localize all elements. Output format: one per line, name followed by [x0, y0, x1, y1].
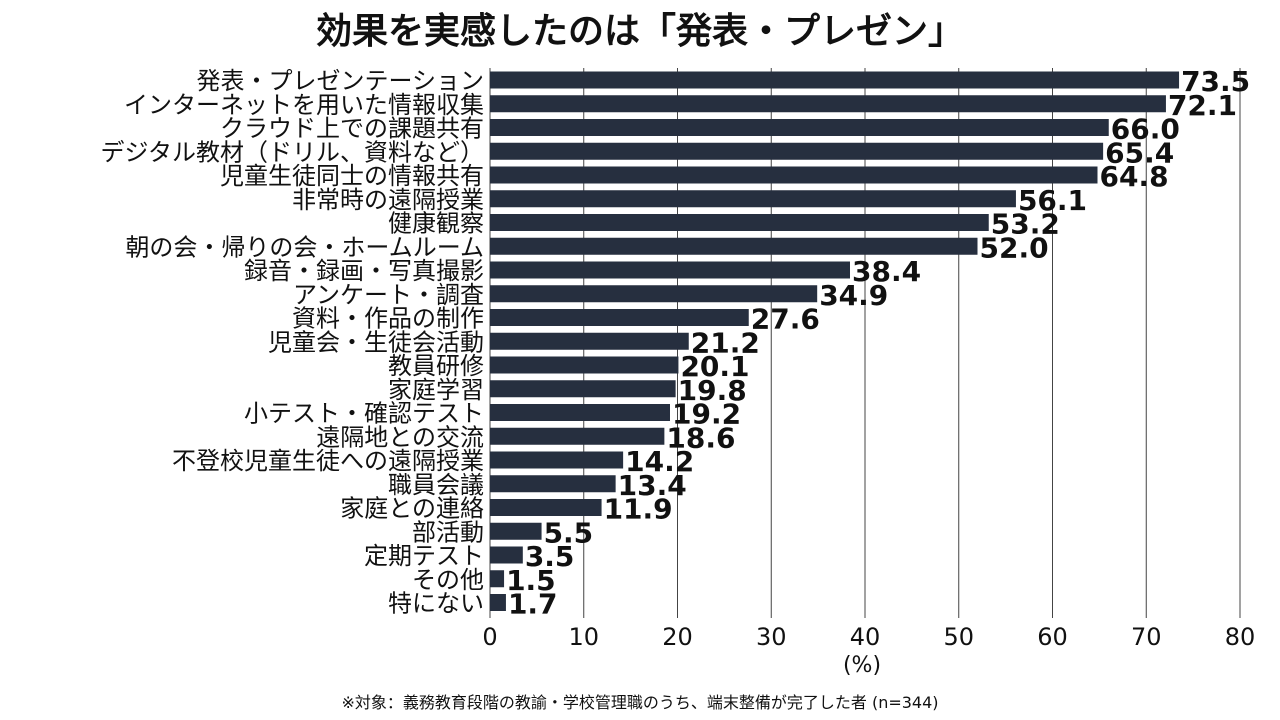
- value-label: 19.8: [678, 374, 747, 407]
- category-label: 朝の会・帰りの会・ホームルーム: [125, 233, 484, 261]
- value-label: 66.0: [1111, 113, 1180, 146]
- category-label: 遠隔地との交流: [316, 423, 484, 451]
- category-label: 教員研修: [388, 352, 484, 380]
- bar: [490, 356, 679, 374]
- bar: [490, 594, 506, 611]
- value-label: 5.5: [544, 516, 594, 549]
- x-tick-label: 50: [943, 623, 974, 651]
- bar: [490, 380, 676, 398]
- bar: [490, 214, 989, 231]
- value-label: 18.6: [666, 421, 735, 454]
- bar: [490, 261, 850, 279]
- bar: [490, 546, 523, 564]
- value-label: 53.2: [991, 208, 1060, 241]
- bar: [490, 475, 616, 493]
- value-label: 1.7: [508, 588, 558, 621]
- category-label: 発表・プレゼンテーション: [196, 67, 484, 95]
- bar: [490, 71, 1180, 89]
- value-label: 52.0: [980, 231, 1049, 264]
- bar: [490, 404, 670, 421]
- category-label: 健康観察: [388, 210, 484, 238]
- category-label: デジタル教材（ドリル、資料など）: [100, 138, 484, 166]
- bar: [490, 332, 689, 350]
- category-label: その他: [412, 566, 484, 594]
- bar: [490, 427, 665, 445]
- value-label: 1.5: [506, 564, 556, 597]
- footnote: ※対象：義務教育段階の教諭・学校管理職のうち、端末整備が完了した者 (n=344…: [341, 693, 939, 712]
- x-tick-label: 60: [1037, 623, 1068, 651]
- category-label: 非常時の遠隔授業: [292, 186, 484, 214]
- bar-chart: 発表・プレゼンテーション 73.5 インターネットを用いた情報収集 72.1 クラウド上…: [100, 65, 1256, 678]
- bar: [490, 570, 505, 588]
- bar: [490, 166, 1098, 184]
- category-label: 不登校児童生徒への遠隔授業: [172, 447, 484, 475]
- x-tick-label: 10: [568, 623, 599, 651]
- bar: [490, 451, 624, 469]
- value-label: 64.8: [1100, 160, 1169, 193]
- x-tick-label: 70: [1131, 623, 1162, 651]
- category-label: 家庭学習: [388, 376, 484, 404]
- value-label: 72.1: [1168, 89, 1237, 122]
- category-label: 資料・作品の制作: [292, 305, 484, 333]
- value-label: 19.2: [672, 398, 741, 431]
- bar: [490, 285, 818, 303]
- category-label: 特にない: [388, 590, 484, 618]
- bar: [490, 522, 542, 540]
- bar: [490, 95, 1166, 113]
- bar: [490, 237, 978, 255]
- category-label: 家庭との連絡: [340, 495, 484, 523]
- value-label: 3.5: [525, 540, 575, 573]
- x-tick-label: 40: [850, 623, 881, 651]
- x-tick-label: 30: [756, 623, 787, 651]
- category-label: 小テスト・確認テスト: [244, 400, 484, 428]
- category-label: 職員会議: [388, 471, 484, 499]
- value-label: 21.2: [691, 326, 760, 359]
- bar: [490, 309, 749, 326]
- value-label: 27.6: [751, 303, 820, 336]
- x-tick-label: 80: [1225, 623, 1256, 651]
- value-label: 34.9: [819, 279, 888, 312]
- category-label: 児童生徒同士の情報共有: [220, 162, 484, 190]
- category-label: 児童会・生徒会活動: [268, 328, 484, 356]
- value-label: 13.4: [618, 469, 687, 502]
- category-label: クラウド上での課題共有: [220, 115, 484, 143]
- value-label: 14.2: [625, 445, 694, 478]
- category-label: インターネットを用いた情報収集: [124, 91, 484, 119]
- x-tick-label: 0: [482, 623, 497, 651]
- x-tick-label: 20: [662, 623, 693, 651]
- value-label: 11.9: [604, 493, 673, 526]
- category-label: 部活動: [412, 518, 484, 546]
- value-label: 20.1: [680, 350, 749, 383]
- bar: [490, 499, 602, 516]
- x-axis-label: (%): [843, 653, 881, 678]
- category-label: アンケート・調査: [293, 281, 484, 309]
- value-label: 73.5: [1181, 65, 1250, 98]
- value-label: 38.4: [852, 255, 921, 288]
- value-label: 65.4: [1105, 136, 1174, 169]
- bar: [490, 119, 1109, 136]
- bar: [490, 190, 1016, 208]
- bar: [490, 142, 1104, 160]
- category-label: 定期テスト: [364, 542, 484, 570]
- chart-title: 効果を実感したのは「発表・プレゼン」: [315, 11, 964, 52]
- category-label: 録音・録画・写真撮影: [244, 257, 484, 285]
- value-label: 56.1: [1018, 184, 1087, 217]
